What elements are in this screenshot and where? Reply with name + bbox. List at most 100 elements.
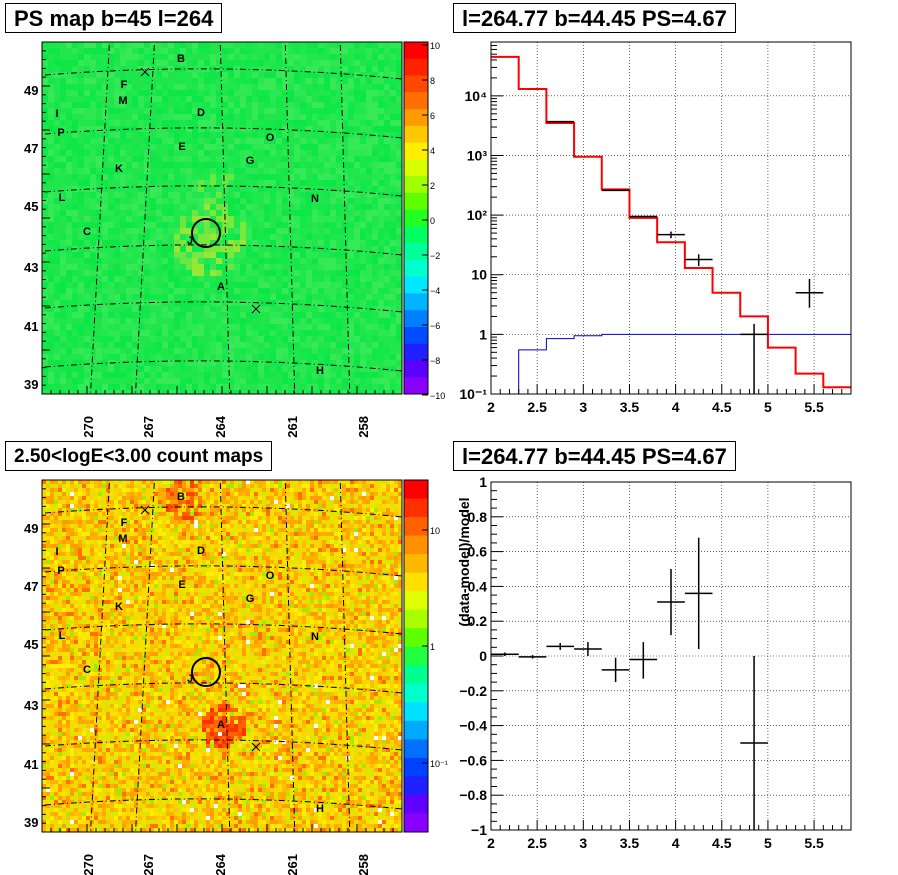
colorbar-tick-label: 10 xyxy=(430,526,440,536)
source-marker-b: B xyxy=(177,491,185,503)
source-marker-g: G xyxy=(246,593,255,605)
residual-svg: 2 2.5 3 3.5 4 4.5 5 5.5 1 0.8 0.6 0.4 0.2 0 −0.2 −0.4 −0… xyxy=(456,474,852,851)
x-tick-label: 264 xyxy=(213,415,228,437)
source-marker-f: F xyxy=(121,517,128,529)
source-marker-e: E xyxy=(178,579,185,591)
colorbar-tick-label: 0 xyxy=(430,216,435,226)
residual-data-point xyxy=(518,655,547,659)
latitude-gridline xyxy=(42,127,402,139)
source-marker-p: P xyxy=(57,127,64,139)
colorbar xyxy=(403,41,429,396)
x-tick-label: 5.5 xyxy=(804,835,824,851)
source-marker-p: P xyxy=(57,565,64,577)
y-tick-label: 39 xyxy=(24,377,38,392)
colorbar-tick-label: −6 xyxy=(430,321,440,331)
source-marker-a: A xyxy=(217,281,225,293)
y-tick-label: 10⁻¹ xyxy=(459,386,487,402)
y-axis-label: (data-model)/model xyxy=(456,497,472,626)
map-plot-area xyxy=(41,479,403,833)
x-tick-label: 4 xyxy=(672,399,680,415)
source-marker-m: M xyxy=(118,95,127,107)
colorbar-tick-label: −10 xyxy=(430,391,445,401)
source-marker-h: H xyxy=(316,365,324,377)
y-tick-label: 41 xyxy=(24,319,38,334)
background-model-line xyxy=(491,333,851,395)
x-tick-label: 258 xyxy=(356,854,371,875)
x-tick-label: 3.5 xyxy=(620,835,640,851)
source-marker-k: K xyxy=(115,601,123,613)
longitude-gridline xyxy=(90,480,110,832)
colorbar-tick-label: 2 xyxy=(430,181,435,191)
longitude-gridline xyxy=(284,480,296,832)
latitude-gridline xyxy=(42,506,402,518)
source-marker-k: K xyxy=(115,163,123,175)
x-tick-label: 2.5 xyxy=(527,399,547,415)
colorbar-tick-label: −2 xyxy=(430,251,440,261)
x-tick-label: 5.5 xyxy=(804,399,824,415)
residual-data-point xyxy=(657,569,685,636)
x-tick-label: 4 xyxy=(672,835,680,851)
residual-data-point xyxy=(574,642,602,656)
y-tick-label: −0.4 xyxy=(459,718,487,734)
x-tick-label: 2 xyxy=(487,399,495,415)
latitude-gridline xyxy=(42,244,402,256)
source-marker-o: O xyxy=(266,132,275,144)
longitude-gridline xyxy=(284,42,296,394)
source-marker-j: J xyxy=(187,235,193,247)
residual-data-point xyxy=(601,657,630,683)
source-marker-o: O xyxy=(266,570,275,582)
cross-marker xyxy=(251,742,261,752)
colorbar-tick-label: −8 xyxy=(430,356,440,366)
source-marker-m: M xyxy=(118,533,127,545)
residual-data-point xyxy=(684,537,713,650)
longitude-gridline xyxy=(219,42,231,394)
spectrum-title: l=264.77 b=44.45 PS=4.67 xyxy=(453,3,736,33)
source-marker-n: N xyxy=(311,631,319,643)
source-marker-c: C xyxy=(83,226,91,238)
y-tick-label: 39 xyxy=(24,815,38,830)
residual-plot-area xyxy=(490,481,852,831)
x-tick-label: 4.5 xyxy=(712,835,732,851)
spectrum-data-point xyxy=(795,278,824,308)
x-tick-label: 2 xyxy=(487,835,495,851)
target-circle xyxy=(191,218,221,248)
y-tick-label: 49 xyxy=(24,521,38,536)
x-tick-label: 3 xyxy=(579,399,587,415)
colorbar-tick-label: 10 xyxy=(430,41,440,51)
y-tick-label: 0.8 xyxy=(468,509,488,525)
residual-data-point xyxy=(740,656,768,830)
x-tick-label: 258 xyxy=(356,416,371,438)
y-tick-label: 45 xyxy=(24,199,38,214)
x-tick-label: 261 xyxy=(285,416,300,438)
map-plot-area xyxy=(41,41,403,395)
x-tick-label: 2.5 xyxy=(527,835,547,851)
y-tick-label: 0.6 xyxy=(468,544,488,560)
source-marker-i: I xyxy=(55,108,58,120)
source-marker-l: L xyxy=(59,630,66,642)
source-marker-j: J xyxy=(187,673,193,685)
colorbar-tick-label: 8 xyxy=(430,76,435,86)
y-tick-label: −1 xyxy=(471,822,487,838)
y-tick-label: 10⁴ xyxy=(465,88,488,104)
residual-title: l=264.77 b=44.45 PS=4.67 xyxy=(453,441,736,471)
spectrum-frame xyxy=(490,41,852,395)
cross-marker xyxy=(140,67,150,77)
longitude-gridline xyxy=(219,480,231,832)
source-marker-d: D xyxy=(197,545,205,557)
source-marker-l: L xyxy=(59,192,66,204)
count-map-title: 2.50<logE<3.00 count maps xyxy=(5,441,273,471)
x-tick-label: 267 xyxy=(141,416,156,438)
count-map-svg: 270 267 264 261 258 49 47 45 43 41 39 B FM IP D O E G K L N C… xyxy=(24,479,448,875)
y-tick-label: 45 xyxy=(24,637,38,652)
spectrum-panel: 2 2.5 3 3.5 4 4.5 5 5.5 10⁻¹ 1 10 10² 10³ 10⁴ l=264.7… xyxy=(449,0,898,438)
residual-data-point xyxy=(629,642,658,679)
colorbar-tick-label: 10⁻¹ xyxy=(430,759,448,769)
latitude-gridline xyxy=(42,185,402,197)
source-marker-a: A xyxy=(217,719,225,731)
colorbar-tick-label: −4 xyxy=(430,286,440,296)
colorbar xyxy=(403,479,429,833)
latitude-gridline xyxy=(42,301,402,313)
x-tick-label: 270 xyxy=(81,416,96,438)
x-tick-label: 270 xyxy=(81,854,96,875)
